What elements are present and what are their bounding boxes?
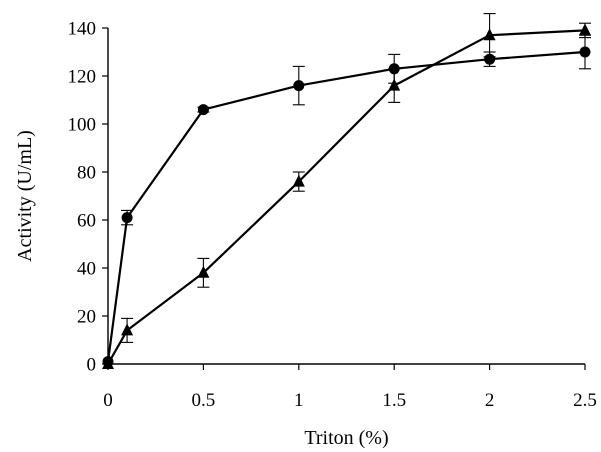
y-tick-label: 120 [68,67,97,88]
data-point-circle [197,104,209,116]
data-point-circle [121,212,133,224]
x-tick-label: 1 [294,390,304,411]
x-tick-label: 0 [103,390,113,411]
data-point-circle [579,46,591,58]
x-tick-label: 1.5 [382,390,406,411]
y-tick-label: 40 [77,259,96,280]
y-axis-title: Activity (U/mL) [14,130,36,262]
data-point-triangle [483,28,496,41]
x-tick-label: 2 [485,390,495,411]
y-tick-label: 20 [77,307,96,328]
data-point-triangle [102,357,114,369]
data-point-triangle [121,323,134,336]
y-tick-label: 140 [68,19,97,40]
x-tick-label: 2.5 [573,390,597,411]
ticks: 0 20 40 60 80 100 120 140 0 0.5 1 1.5 2 2.5 [68,19,597,412]
axes [107,28,585,365]
series-circle [102,34,591,368]
y-tick-label: 60 [77,211,96,232]
y-tick-label: 100 [68,115,97,136]
x-tick-label: 0.5 [192,390,216,411]
data-point-triangle [579,23,591,36]
series-line-triangle [107,29,586,365]
data-point-circle [293,80,305,92]
data-point-triangle [388,78,401,91]
data-point-triangle [292,174,305,187]
data-point-triangle [197,265,210,278]
y-tick-label: 0 [87,355,97,376]
x-axis-title: Triton (%) [304,427,388,449]
y-tick-label: 80 [77,163,96,184]
series-triangle [102,13,591,369]
series-layer [102,13,591,369]
series-line-circle [106,50,586,362]
